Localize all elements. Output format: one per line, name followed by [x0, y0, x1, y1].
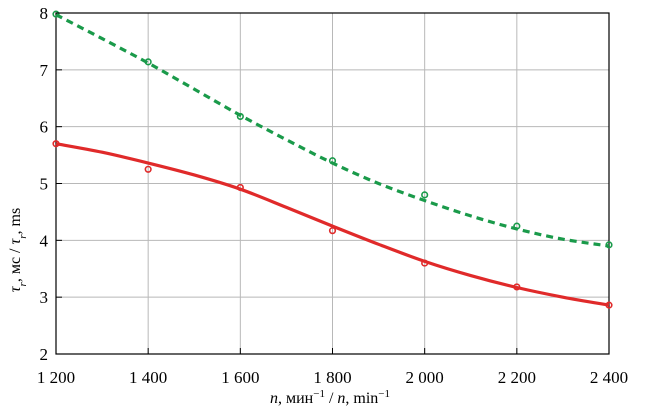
data-point	[52, 140, 60, 148]
data-point	[513, 222, 521, 230]
y-axis-label: τr, мс / τr, ms	[7, 208, 29, 292]
data-point	[328, 157, 337, 165]
grid	[56, 13, 609, 354]
series-layer	[52, 10, 613, 309]
series-2	[52, 140, 613, 309]
data-point	[236, 183, 244, 192]
y-tick-label: 5	[40, 175, 49, 194]
data-point	[605, 301, 613, 309]
y-tick-label: 4	[40, 231, 49, 250]
series-fit-line	[55, 142, 610, 307]
y-tick-label: 8	[40, 4, 49, 23]
y-tick-label: 6	[40, 118, 49, 137]
data-point	[144, 58, 152, 66]
data-point	[421, 191, 429, 199]
x-tick-label: 1 400	[129, 368, 167, 387]
x-axis-label: n, мин−1 / n, min−1	[270, 388, 390, 407]
y-tick-label: 3	[40, 288, 49, 307]
x-axis: 1 200 1 400 1 600 1 800 2 000 2 200 2 400	[37, 348, 628, 387]
data-point	[52, 10, 60, 18]
data-point	[513, 283, 521, 291]
data-point	[421, 259, 429, 267]
x-tick-label: 2 000	[406, 368, 444, 387]
data-point	[236, 112, 244, 121]
data-point	[605, 241, 613, 249]
x-tick-label: 1 600	[221, 368, 259, 387]
data-point	[144, 165, 152, 173]
x-tick-label: 2 200	[498, 368, 536, 387]
y-tick-label: 2	[40, 345, 49, 364]
series-1	[52, 10, 613, 249]
x-tick-label: 2 400	[590, 368, 628, 387]
y-axis: 2 3 4 5 6 7 8	[40, 4, 62, 364]
x-tick-label: 1 200	[37, 368, 75, 387]
y-tick-label: 7	[40, 61, 49, 80]
data-point	[328, 227, 337, 235]
x-tick-label: 1 800	[313, 368, 351, 387]
